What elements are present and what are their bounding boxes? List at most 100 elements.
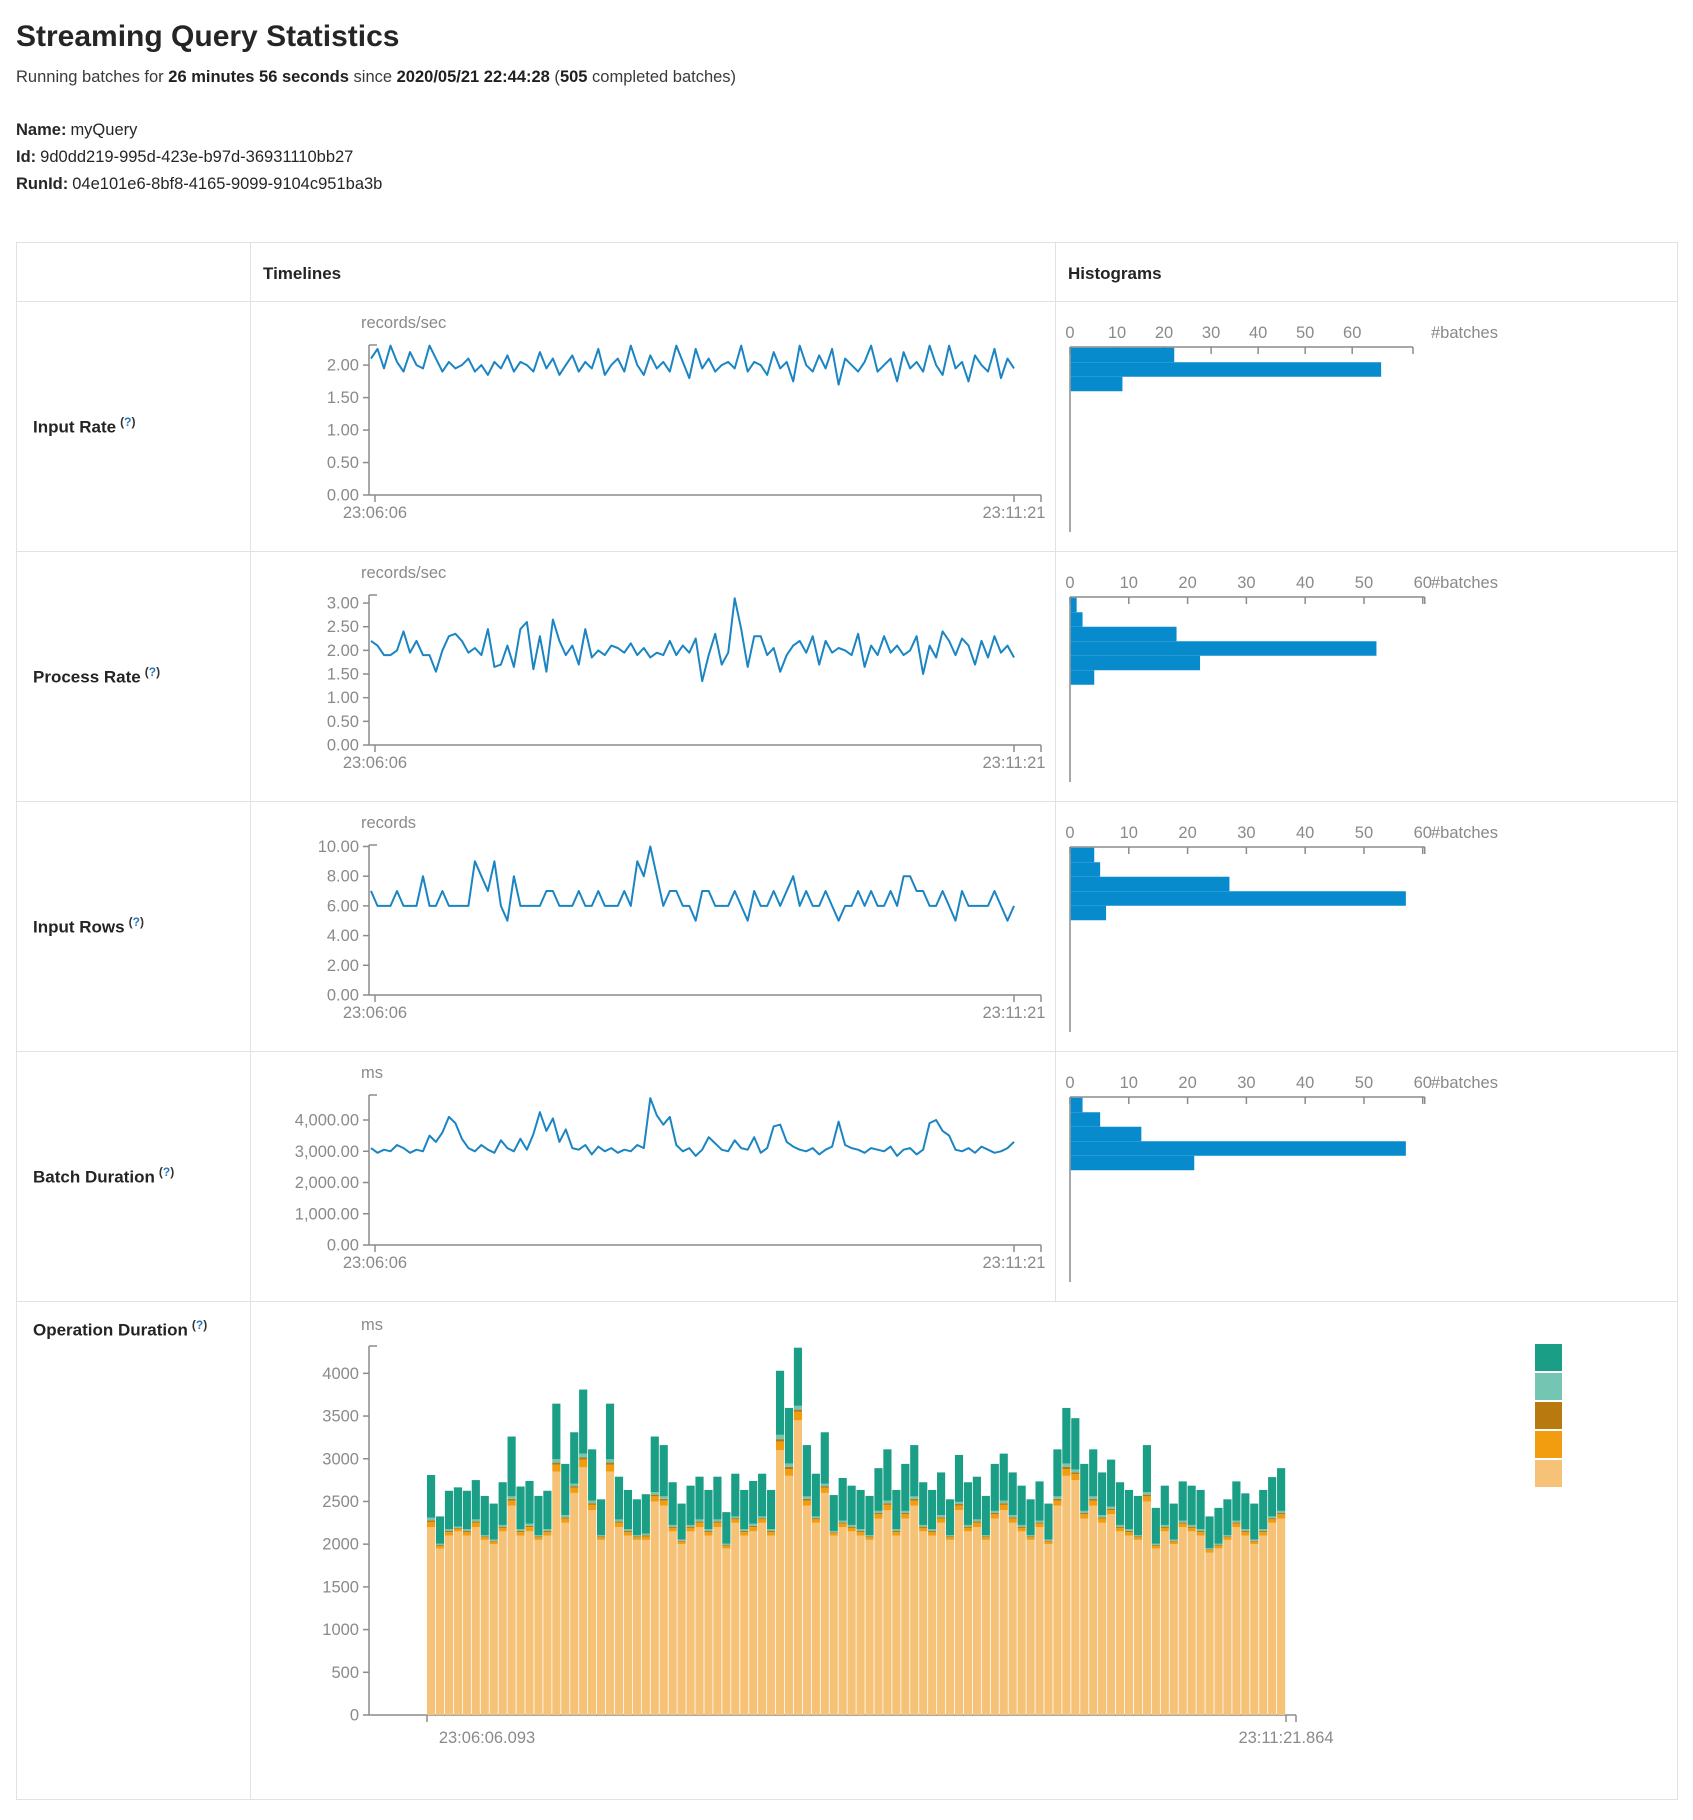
stacked-bar-segment [1053, 1496, 1062, 1499]
stacked-bar-segment [525, 1523, 534, 1526]
stacked-bar-segment [552, 1471, 561, 1715]
histogram-svg: 0 10 20 30 40 50 60 #batches [1065, 824, 1498, 1032]
running-duration: 26 minutes 56 seconds [168, 68, 349, 86]
svg-text:20: 20 [1155, 324, 1173, 342]
help-icon[interactable]: (?) [191, 1318, 208, 1332]
stacked-bar-segment [704, 1535, 713, 1716]
stacked-bar-segment [498, 1527, 507, 1532]
stacked-bar-segment [802, 1496, 811, 1499]
stacked-bar-segment [1098, 1517, 1107, 1519]
table-header-row: Timelines Histograms [16, 242, 1678, 302]
stacked-bar-segment [802, 1500, 811, 1506]
stacked-bar-segment [811, 1522, 820, 1715]
stacked-bar-segment [516, 1532, 525, 1536]
stacked-bar-segment [740, 1530, 749, 1533]
stacked-bar-segment [1259, 1530, 1268, 1533]
stacked-bar-segment [1178, 1520, 1187, 1523]
stacked-bar-segment [713, 1476, 722, 1520]
svg-text:3000: 3000 [322, 1450, 359, 1468]
stacked-bar-segment [435, 1545, 445, 1549]
stacked-bar-segment [1160, 1527, 1169, 1532]
stacked-bar-segment [981, 1495, 990, 1536]
stacked-bar-segment [1250, 1544, 1259, 1715]
stacked-bar-segment [901, 1510, 910, 1513]
legend-swatch [1535, 1402, 1562, 1429]
svg-text:60: 60 [1414, 574, 1432, 592]
start-timestamp: 2020/05/21 22:44:28 [396, 68, 550, 86]
stacked-bar-segment [892, 1489, 901, 1530]
stacked-bar-segment [579, 1453, 588, 1458]
stacked-bar-segment [856, 1530, 865, 1533]
stacked-bar-segment [605, 1462, 615, 1465]
stacked-bar-segment [614, 1521, 624, 1523]
stacked-bar-segment [954, 1510, 964, 1715]
stacked-bar-segment [838, 1523, 847, 1528]
stacked-bar-segment [731, 1522, 740, 1715]
metric-label-text: Operation Duration [33, 1320, 188, 1340]
stacked-bar-segment [928, 1489, 937, 1530]
stacked-bar-segment [820, 1432, 829, 1484]
stacked-bar-segment [758, 1519, 767, 1523]
stacked-bar-segment [632, 1499, 641, 1536]
stacked-bar-segment [1205, 1548, 1214, 1550]
stacked-bar-segment [1080, 1514, 1089, 1519]
stacked-bar-segment [686, 1485, 695, 1525]
stacked-bar-segment [1035, 1522, 1044, 1524]
stacked-bar-segment [1178, 1481, 1187, 1521]
help-icon[interactable]: (?) [158, 1165, 175, 1180]
stacked-bar-segment [552, 1464, 561, 1472]
svg-text:23:06:06: 23:06:06 [343, 1254, 407, 1272]
stacked-bar-segment [507, 1436, 516, 1497]
svg-text:60: 60 [1414, 1074, 1432, 1092]
process-rate-timeline-chart: records/sec 3.00 2.50 2.00 1.50 1.00 0.50 0.00 2… [250, 551, 1056, 802]
help-icon[interactable]: (?) [128, 915, 144, 930]
stacked-bar-segment [588, 1500, 597, 1504]
metric-label-operation-duration: Operation Duration (?) [16, 1301, 251, 1800]
stacked-bar-segment [677, 1503, 686, 1540]
metric-label-text: Input Rows [33, 917, 125, 937]
stacked-bar-segment [829, 1530, 838, 1533]
help-icon[interactable]: (?) [144, 665, 161, 680]
runid-value: 04e101e6-8bf8-4165-9099-9104c951ba3b [72, 175, 383, 193]
stacked-bar-segment [811, 1516, 820, 1519]
stacked-bar-segment [650, 1436, 659, 1493]
timeline-line [370, 845, 1015, 922]
stacked-bar-segment [1008, 1517, 1017, 1519]
stacked-bar-segment [435, 1543, 445, 1546]
svg-text:3500: 3500 [322, 1408, 359, 1426]
stacked-bar-segment [1187, 1524, 1196, 1527]
stacked-bar-segment [731, 1518, 740, 1520]
stacked-bar-segment [1250, 1539, 1259, 1541]
stacked-bar-segment [713, 1522, 722, 1528]
batch-duration-histogram: 0 10 20 30 40 50 60 #batches [1055, 1051, 1678, 1302]
svg-text:50: 50 [1296, 324, 1314, 342]
svg-text:#batches: #batches [1431, 1074, 1498, 1092]
stacked-bar-segment [963, 1524, 973, 1527]
stacked-bar-segment [1277, 1510, 1286, 1513]
stacked-bar-segment [999, 1453, 1008, 1501]
stacked-bar-segment [1151, 1545, 1160, 1549]
stacked-bar-segment [1124, 1489, 1134, 1530]
metric-label-batch-duration: Batch Duration (?) [16, 1051, 251, 1302]
stacked-bar-segment [775, 1441, 785, 1451]
stacked-bar-segment [963, 1527, 973, 1532]
stacked-bar-segment [901, 1518, 910, 1715]
histogram-bar [1070, 612, 1083, 627]
svg-text:10: 10 [1120, 824, 1138, 842]
stacked-bar-segment [1223, 1537, 1232, 1540]
stacked-bar-segment [427, 1474, 436, 1518]
stacked-bar-segment [847, 1524, 856, 1527]
stacked-bar-segment [919, 1527, 928, 1532]
stacked-bar-segment [820, 1483, 829, 1487]
stacked-bar-segment [793, 1411, 803, 1421]
stacked-bar-segment [981, 1537, 990, 1540]
svg-text:#batches: #batches [1431, 574, 1498, 592]
stacked-bar-segment [1071, 1472, 1080, 1475]
stacked-bar-segment [910, 1505, 919, 1715]
stacked-bar-segment [614, 1527, 624, 1715]
stacked-bar-segment [1151, 1545, 1160, 1546]
stacked-bar-segment [579, 1457, 588, 1460]
help-icon[interactable]: (?) [120, 415, 136, 430]
stacked-bar-segment [1115, 1531, 1125, 1715]
